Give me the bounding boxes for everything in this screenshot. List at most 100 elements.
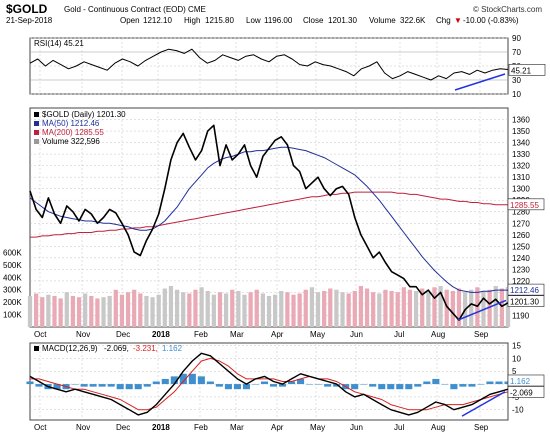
macd-histogram-bar (242, 384, 250, 390)
macd-tick-label: 10 (512, 354, 521, 363)
volume-bar (70, 295, 76, 327)
chart-title-row: $GOLD Gold - Continuous Contract (EOD) C… (6, 2, 546, 16)
macd-line (29, 352, 509, 416)
volume-bar (297, 293, 302, 327)
macd-histogram-bar (432, 378, 440, 385)
macd-histogram-bar (53, 384, 61, 390)
macd-tick-label: -10 (512, 406, 524, 415)
change-value: -10.00 (-0.83%) (463, 16, 519, 25)
price-tick-label: 1350 (512, 127, 530, 136)
macd-histogram-bar (215, 384, 223, 387)
rsi-value-tag: 45.21 (511, 66, 532, 75)
volume-bar (432, 287, 437, 327)
macd-histogram-bar (387, 384, 395, 390)
rsi-value-tag-box (508, 64, 546, 76)
low-label: Low (246, 16, 261, 25)
macd-histogram-bar (450, 384, 458, 390)
volume-bar (364, 288, 370, 327)
macd-histogram-bar (35, 384, 43, 387)
volume-bar (505, 287, 511, 327)
volume-bar (162, 288, 167, 327)
volume-bar (389, 290, 394, 327)
macd-histogram-bar (288, 381, 296, 385)
price-tick-label: 1240 (512, 254, 530, 263)
volume-bar (340, 292, 345, 327)
month-label: May (310, 330, 325, 339)
volume-tick-label: 100K (3, 311, 22, 320)
volume-bar (168, 286, 174, 327)
price-tick-label: 1310 (512, 173, 530, 182)
volume-bar (132, 289, 137, 327)
macd-month-label: Jul (394, 423, 404, 432)
macd-histogram-bar (170, 376, 178, 385)
volume-bar (217, 292, 223, 327)
volume-tick-label: 500K (3, 261, 22, 270)
volume-bar (144, 295, 149, 327)
macd-histogram-bar (26, 381, 34, 385)
macd-histogram-bar (161, 378, 169, 385)
rsi-tick-label: 30 (512, 76, 521, 85)
macd-histogram-bar (414, 384, 422, 387)
macd-histogram-bar (369, 384, 377, 387)
volume-bar (420, 288, 425, 327)
rsi-line (29, 48, 509, 81)
volume-bar (334, 289, 339, 327)
price-tick-label: 1340 (512, 139, 530, 148)
macd-histogram-bar (260, 381, 269, 385)
close-value-tag-box (507, 295, 545, 307)
volume-bar (499, 288, 504, 327)
instrument-description: Gold - Continuous Contract (EOD) CME (64, 5, 206, 14)
macd-histogram-bar (324, 384, 332, 387)
volume-bar (119, 294, 125, 327)
volume-bar (407, 289, 413, 327)
month-label: Sep (474, 330, 489, 339)
macd-histogram-bar (107, 384, 115, 387)
volume-bar (426, 292, 431, 327)
price-tick-label: 1270 (512, 219, 530, 228)
volume-bar (248, 292, 253, 327)
volume-bar (475, 287, 480, 327)
rsi-trendline (454, 73, 506, 91)
month-label: 2018 (152, 330, 170, 339)
macd-histogram-bar (206, 381, 214, 385)
macd-histogram-bar (495, 381, 503, 385)
volume-bar (328, 288, 333, 327)
rsi-tick-label: 70 (512, 48, 521, 57)
rsi-legend: RSI(14) 45.21 (34, 39, 84, 48)
macd-month-label: May (310, 423, 325, 432)
macd-histogram-bar (297, 378, 305, 385)
macd-month-label: Aug (431, 423, 445, 432)
volume-bar (322, 290, 327, 327)
volume-bar (383, 289, 388, 327)
ohlc-summary-row: 21-Sep-2018 Open 1212.10 High 1215.80 Lo… (6, 16, 546, 27)
price-tick-label: 1220 (512, 277, 530, 286)
macd-histogram-bar (125, 384, 133, 390)
macd-hist-tag: 1.162 (510, 377, 531, 386)
volume-label: Volume (369, 16, 396, 25)
macd-month-label: Apr (271, 423, 284, 432)
macd-month-label: Dec (116, 423, 130, 432)
macd-histogram-bar (71, 384, 79, 385)
volume-bar (223, 293, 229, 327)
macd-month-label: Jun (350, 423, 363, 432)
price-tick-label: 1280 (512, 208, 530, 217)
macd-histogram-bar (152, 381, 160, 385)
price-legend-swatch (34, 130, 39, 135)
ticker-symbol: $GOLD (6, 2, 48, 16)
macd-histogram-bar (134, 384, 142, 390)
macd-histogram-bar (351, 384, 359, 390)
price-legend-swatch (34, 139, 39, 144)
macd-histogram-bar (80, 384, 88, 387)
volume-bar (113, 289, 118, 327)
macd-month-label: Mar (230, 423, 244, 432)
volume-bar (156, 294, 161, 327)
month-label: Oct (34, 330, 47, 339)
month-label: Aug (431, 330, 445, 339)
volume-bar (456, 288, 462, 327)
volume-bar (230, 289, 235, 327)
month-label: Apr (271, 330, 284, 339)
volume-bar (438, 286, 443, 327)
volume-bar (352, 290, 357, 327)
volume-bar (236, 290, 241, 327)
volume-tick-label: 200K (3, 298, 22, 307)
